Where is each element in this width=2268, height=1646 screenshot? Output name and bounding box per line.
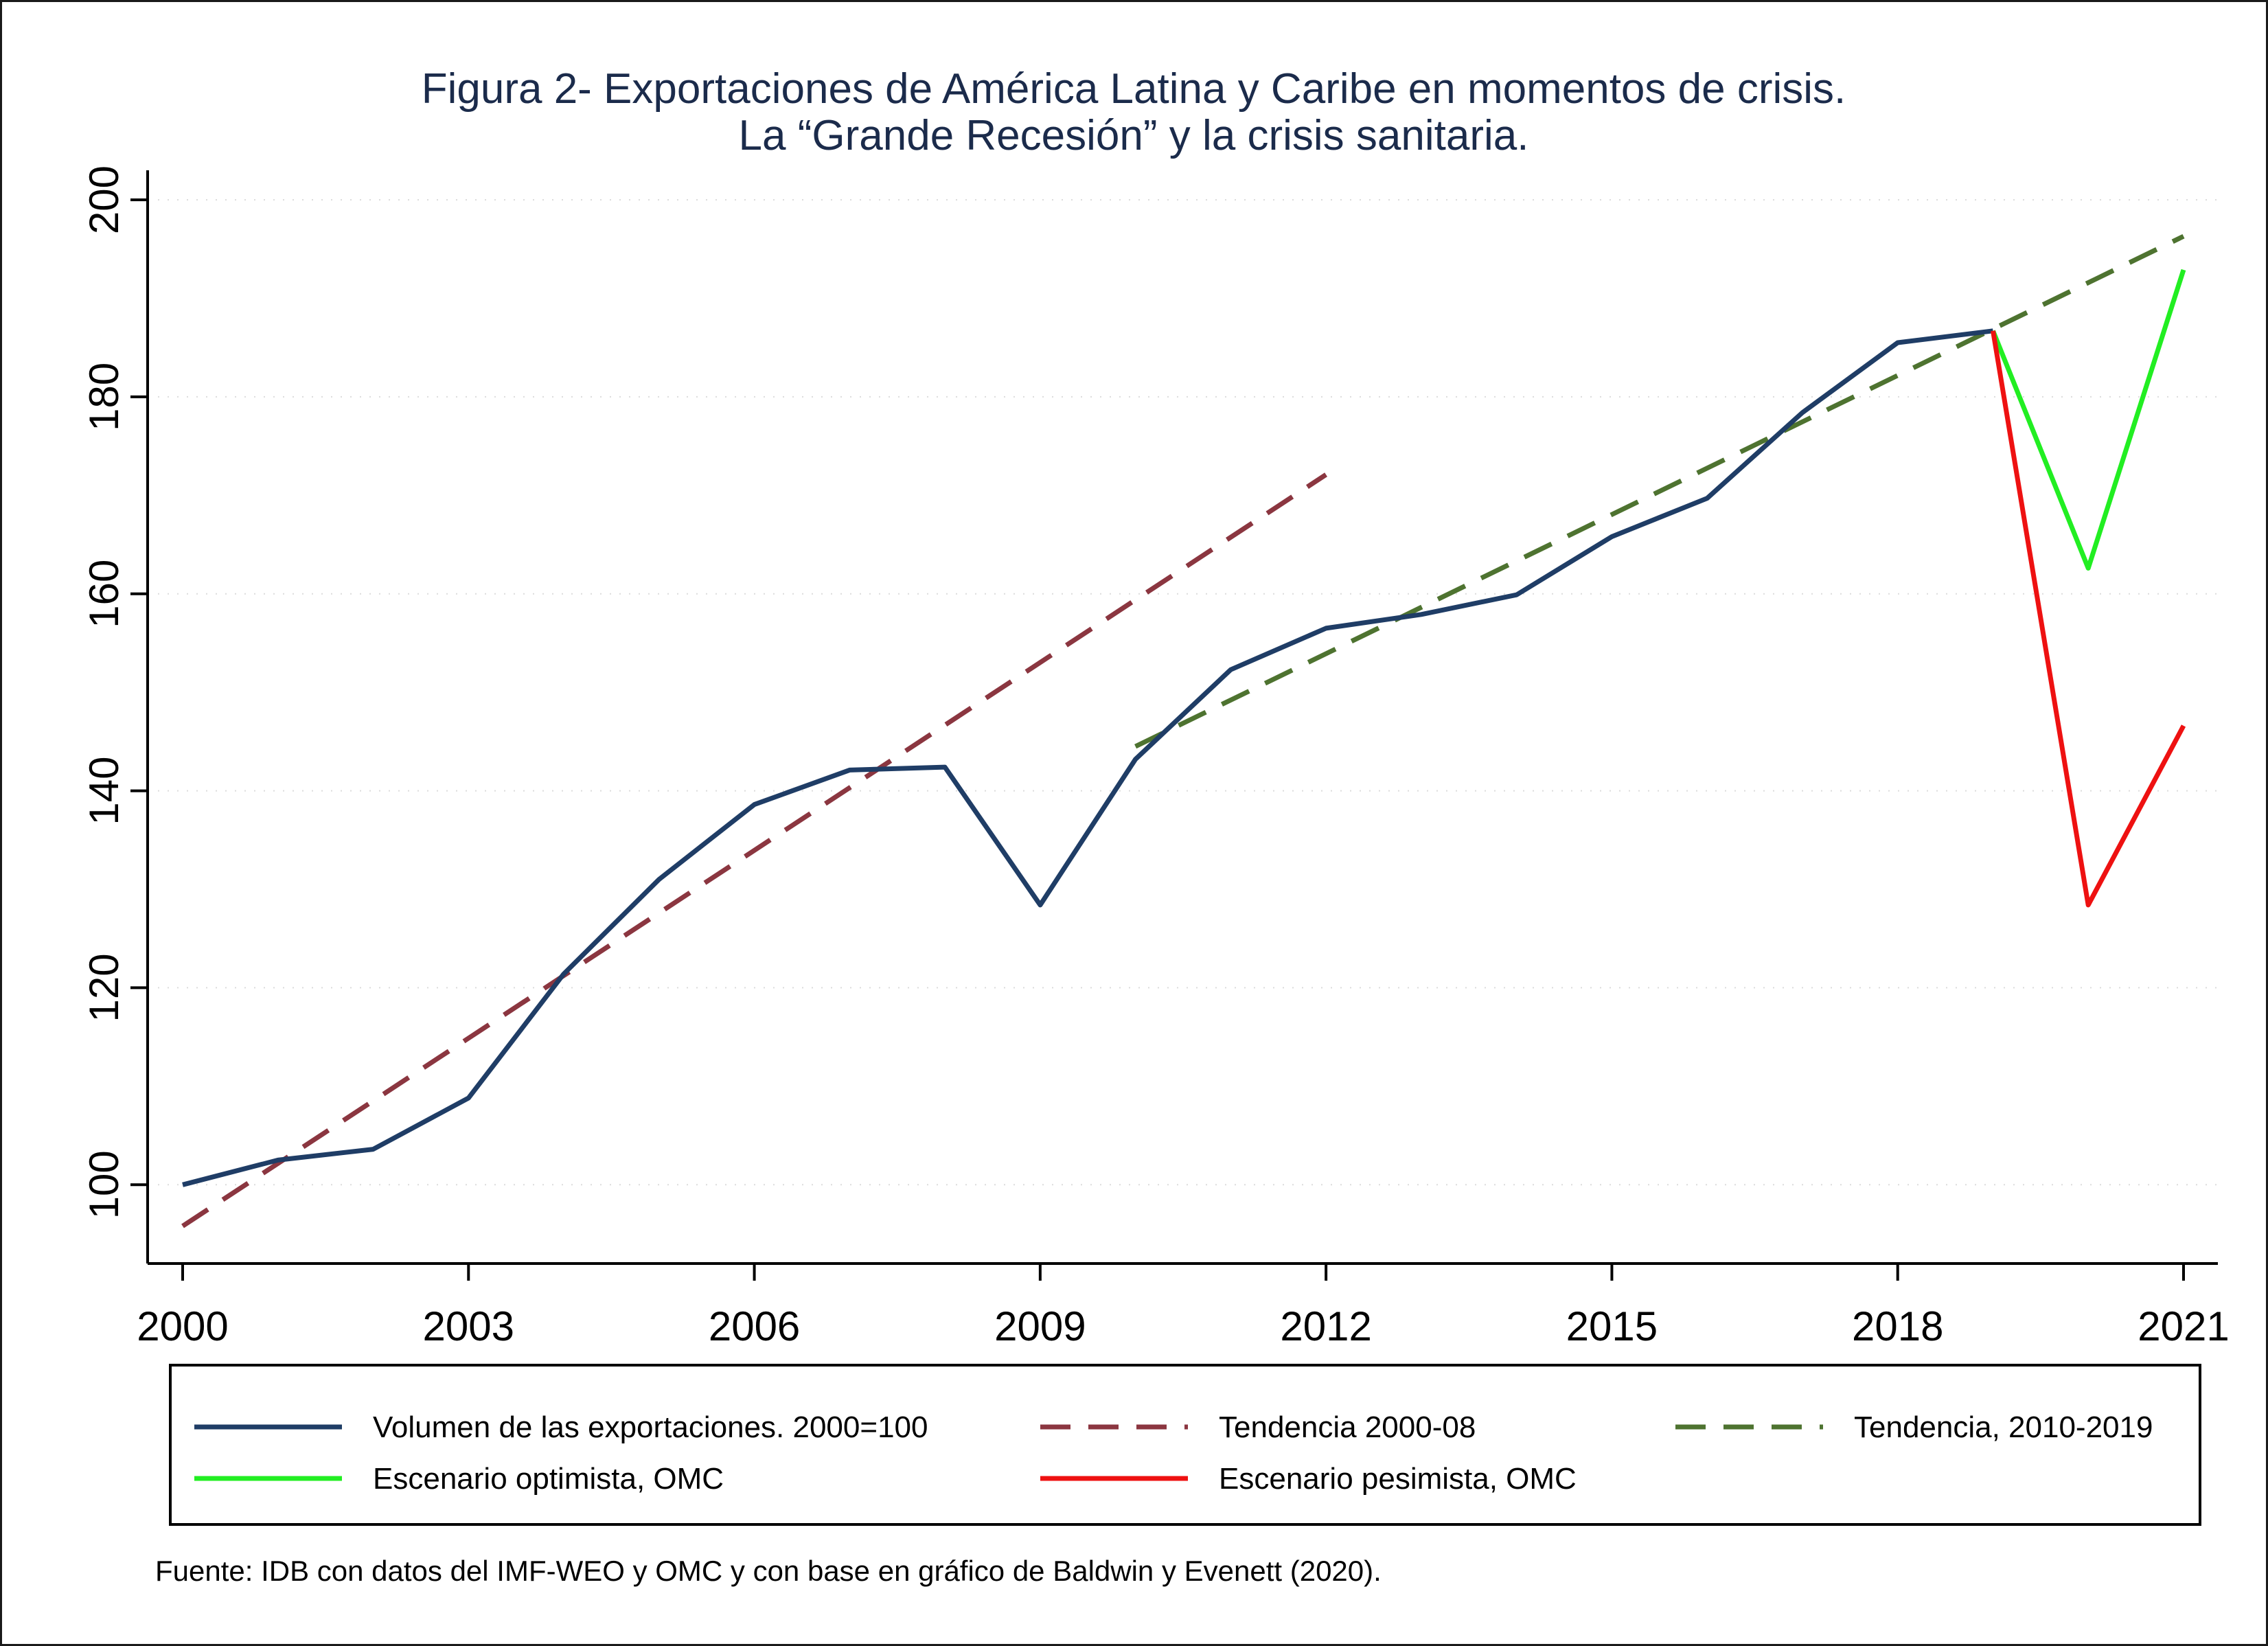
y-tick-label-180: 180 xyxy=(81,363,127,431)
x-tick-label-2012: 2012 xyxy=(1280,1303,1371,1349)
x-tick-label-2018: 2018 xyxy=(1852,1303,1943,1349)
x-tick-label-2009: 2009 xyxy=(994,1303,1086,1349)
series-line-0 xyxy=(182,328,1993,1187)
x-tick-label-2003: 2003 xyxy=(423,1303,514,1349)
chart-subtitle: La “Grande Recesión” y la crisis sanitar… xyxy=(739,112,1529,159)
y-tick-label-140: 140 xyxy=(81,757,127,825)
y-tick-label-100: 100 xyxy=(81,1150,127,1219)
y-tick-label-120: 120 xyxy=(81,953,127,1022)
legend: Volumen de las exportaciones. 2000=100 Te… xyxy=(169,1364,2201,1526)
x-tick-label-2000: 2000 xyxy=(137,1303,228,1349)
x-tick-label-2006: 2006 xyxy=(709,1303,800,1349)
y-ticks: 100 120 140 160 180 200 xyxy=(81,165,148,1219)
series-line-1 xyxy=(181,472,1328,1228)
series xyxy=(181,233,2186,1228)
x-tick-label-2021: 2021 xyxy=(2138,1303,2229,1349)
series-line-2 xyxy=(1134,233,2185,749)
chart-title: Figura 2- Exportaciones de América Latin… xyxy=(422,65,1846,113)
axes xyxy=(146,170,2218,1265)
y-tick-label-160: 160 xyxy=(81,560,127,628)
x-tick-label-2015: 2015 xyxy=(1566,1303,1658,1349)
legend-label-0: Volumen de las exportaciones. 2000=100 xyxy=(373,1410,928,1444)
series-line-4 xyxy=(1991,330,2186,908)
grid-lines xyxy=(158,199,2218,1186)
source-note: Fuente: IDB con datos del IMF-WEO y OMC … xyxy=(155,1555,1382,1587)
y-tick-label-200: 200 xyxy=(81,165,127,234)
x-ticks: 2000 2003 2006 2009 2012 2015 2018 2021 xyxy=(137,1264,2230,1349)
series-line-3 xyxy=(1991,268,2186,571)
legend-label-4: Escenario pesimista, OMC xyxy=(1219,1462,1577,1496)
legend-label-1: Tendencia 2000-08 xyxy=(1219,1410,1476,1444)
legend-label-3: Escenario optimista, OMC xyxy=(373,1462,724,1496)
legend-box xyxy=(169,1364,2201,1526)
legend-label-2: Tendencia, 2010-2019 xyxy=(1854,1410,2153,1444)
